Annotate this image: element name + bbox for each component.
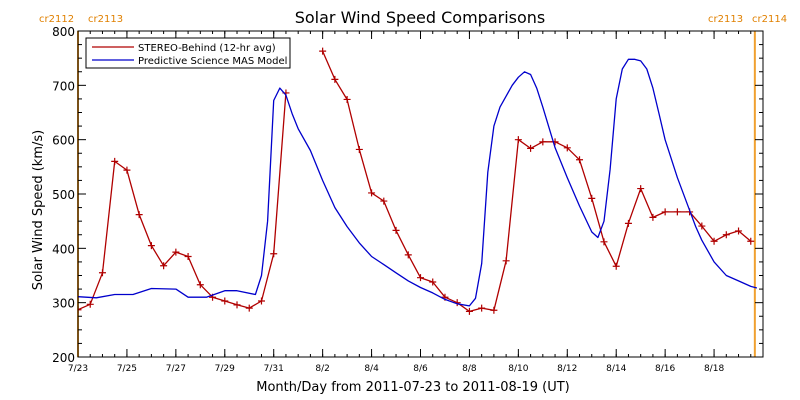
carrington-label-right-b: cr2114	[752, 14, 787, 25]
series-0-point-0-6	[147, 242, 155, 250]
x-tick-label-5: 8/2	[315, 364, 329, 374]
x-tick-label-9: 8/10	[508, 364, 528, 374]
y-tick-label-500: 500	[52, 188, 75, 202]
y-tick-label-300: 300	[52, 297, 75, 311]
series-0-point-0-4	[123, 166, 131, 174]
series-0-point-0-7	[160, 262, 168, 270]
series-0-point-1-20	[563, 144, 571, 152]
series-0-point-1-13	[478, 304, 486, 312]
x-tick-label-2: 7/27	[166, 364, 186, 374]
series-0-point-1-12	[465, 307, 473, 315]
y-axis: 200 300 400 500 600 700 800	[52, 25, 763, 365]
series-0-point-1-9	[429, 278, 437, 286]
x-tick-label-3: 7/29	[215, 364, 235, 374]
series-0-point-1-0	[319, 47, 327, 55]
series-0-point-1-25	[624, 219, 632, 227]
series-0-point-0-5	[135, 211, 143, 219]
series-0-point-1-18	[539, 138, 547, 146]
series-0-point-1-4	[368, 189, 376, 197]
x-tick-label-11: 8/14	[606, 364, 626, 374]
series-0-point-1-6	[392, 226, 400, 234]
series-0-point-0-12	[221, 297, 229, 305]
series-0-point-1-29	[673, 208, 681, 216]
series-0-point-1-16	[514, 136, 522, 144]
series-0-point-1-27	[649, 213, 657, 221]
series-0-point-0-3	[111, 157, 119, 165]
series-0-point-1-3	[355, 145, 363, 153]
x-tick-label-1: 7/25	[117, 364, 137, 374]
series-0-point-0-14	[245, 304, 253, 312]
series-0-point-1-15	[502, 257, 510, 265]
carrington-label-right-a: cr2113	[708, 14, 743, 25]
x-axis: 7/23 7/25 7/27 7/29 7/31 8/2 8/4 8/6 8/8 8/10 8/12…	[68, 31, 764, 374]
series-0-point-0-2	[98, 269, 106, 277]
carrington-marker-lines	[77, 31, 756, 357]
series-0-point-1-26	[637, 185, 645, 193]
series-0-point-1-33	[722, 231, 730, 239]
series-0-line-0	[78, 92, 287, 311]
series-0-point-0-1	[86, 300, 94, 308]
series-0-point-0-13	[233, 301, 241, 309]
legend-entry-stereo: STEREO-Behind (12-hr avg)	[138, 43, 276, 54]
series-0-point-1-32	[710, 237, 718, 245]
x-tick-label-12: 8/16	[655, 364, 675, 374]
series-0-point-1-23	[600, 238, 608, 246]
carrington-label-left-a: cr2112	[39, 14, 74, 25]
y-tick-label-400: 400	[52, 242, 75, 256]
y-tick-label-200: 200	[52, 351, 75, 365]
y-tick-label-800: 800	[52, 25, 75, 39]
series-0-point-1-22	[588, 194, 596, 202]
series-0-point-0-16	[270, 250, 278, 258]
x-tick-label-10: 8/12	[557, 364, 577, 374]
series-0-point-1-7	[404, 251, 412, 259]
y-tick-label-600: 600	[52, 134, 75, 148]
y-tick-label-700: 700	[52, 79, 75, 93]
legend-box	[85, 37, 291, 69]
series-0-point-1-35	[747, 237, 755, 245]
series-0-point-1-34	[735, 227, 743, 235]
chart-title: Solar Wind Speed Comparisons	[295, 8, 546, 27]
series-0-point-1-31	[698, 222, 706, 230]
legend: STEREO-Behind (12-hr avg) Predictive Sci…	[85, 37, 291, 69]
series-0-point-1-21	[576, 156, 584, 164]
series-layer	[78, 47, 758, 315]
series-0-point-0-15	[257, 297, 265, 305]
series-0-point-1-5	[380, 197, 388, 205]
x-tick-label-7: 8/6	[413, 364, 428, 374]
series-0-point-1-14	[490, 306, 498, 314]
series-0-point-0-8	[172, 248, 180, 256]
x-tick-label-6: 8/4	[364, 364, 379, 374]
series-0-point-0-0	[78, 306, 82, 314]
plot-frame	[77, 30, 764, 358]
x-tick-label-13: 8/18	[704, 364, 724, 374]
carrington-label-left-b: cr2113	[88, 14, 123, 25]
x-tick-label-4: 7/31	[264, 364, 284, 374]
series-0-point-1-2	[343, 95, 351, 103]
x-axis-label: Month/Day from 2011-07-23 to 2011-08-19 …	[256, 380, 569, 395]
x-tick-label-8: 8/8	[462, 364, 477, 374]
series-0-point-0-9	[184, 252, 192, 260]
series-0-point-1-8	[417, 274, 424, 282]
y-axis-label: Solar Wind Speed (km/s)	[31, 130, 46, 290]
series-0-point-1-28	[661, 208, 669, 216]
x-tick-label-0: 7/23	[68, 364, 88, 374]
series-0-point-1-1	[331, 75, 339, 83]
legend-entry-mas-model: Predictive Science MAS Model	[138, 56, 287, 67]
series-0-point-0-10	[196, 281, 204, 289]
series-0-point-1-24	[612, 262, 620, 270]
series-0-point-1-17	[527, 144, 535, 152]
series-1-line-0	[78, 58, 758, 307]
